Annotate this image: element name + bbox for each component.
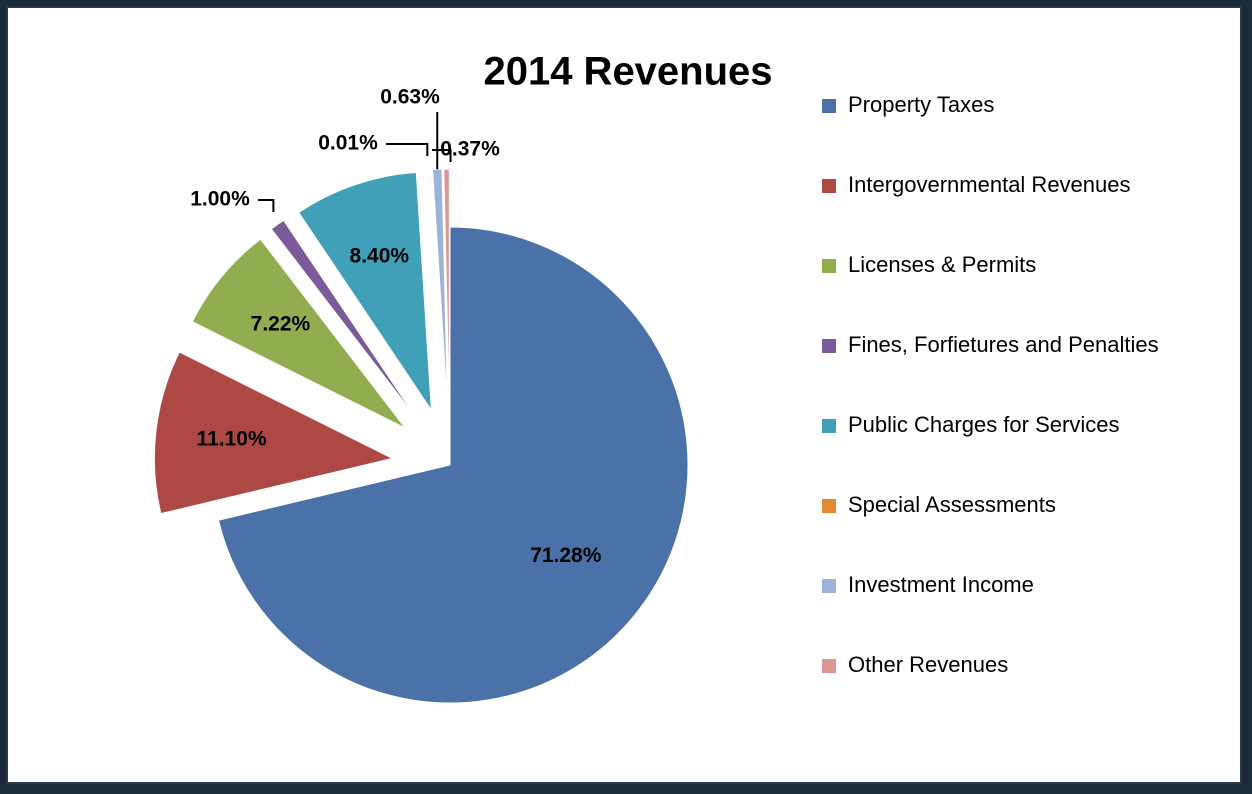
pie-slice bbox=[270, 219, 417, 419]
data-label: 0.63% bbox=[380, 86, 440, 109]
legend-item: Intergovernmental Revenues bbox=[822, 170, 1178, 200]
pie-slice bbox=[443, 168, 450, 408]
legend-label: Intergovernmental Revenues bbox=[848, 172, 1131, 197]
leader-line bbox=[386, 143, 429, 156]
data-label: 11.10% bbox=[197, 427, 267, 450]
legend-swatch bbox=[822, 99, 836, 113]
legend-item: Investment Income bbox=[822, 570, 1178, 600]
legend-swatch bbox=[822, 499, 836, 513]
pie-slice bbox=[153, 351, 394, 515]
chart-frame: 2014 Revenues 71.28% 11.10% 7.22% 1.00% 8.40… bbox=[6, 6, 1242, 784]
legend-label: Public Charges for Services bbox=[848, 412, 1120, 437]
data-label: 0.37% bbox=[440, 138, 500, 161]
leader-line bbox=[432, 149, 452, 162]
leader-line bbox=[258, 199, 275, 212]
legend-item: Special Assessments bbox=[822, 490, 1178, 520]
legend-swatch bbox=[822, 179, 836, 193]
chart: 2014 Revenues 71.28% 11.10% 7.22% 1.00% 8.40… bbox=[153, 50, 773, 704]
legend-swatch bbox=[822, 659, 836, 673]
legend-label: Fines, Forfietures and Penalties bbox=[848, 332, 1159, 357]
pie-slice bbox=[217, 226, 689, 704]
pie-slice bbox=[430, 169, 447, 408]
legend-label: Licenses & Permits bbox=[848, 252, 1037, 277]
legend-label: Other Revenues bbox=[848, 652, 1009, 677]
legend-item: Other Revenues bbox=[822, 650, 1178, 680]
legend-item: Property Taxes bbox=[822, 90, 1178, 120]
legend-label: Special Assessments bbox=[848, 492, 1056, 517]
legend-swatch bbox=[822, 259, 836, 273]
data-label: 1.00% bbox=[190, 188, 250, 211]
legend-item: Licenses & Permits bbox=[822, 250, 1178, 280]
data-label: 71.28% bbox=[530, 544, 602, 567]
data-label: 7.22% bbox=[251, 313, 311, 336]
legend-swatch bbox=[822, 419, 836, 433]
legend-item: Fines, Forfietures and Penalties bbox=[822, 330, 1178, 360]
legend-swatch bbox=[822, 339, 836, 353]
pie-slice bbox=[191, 238, 406, 429]
chart-title: 2014 Revenues bbox=[483, 50, 772, 94]
legend-label: Property Taxes bbox=[848, 92, 995, 117]
legend-item: Public Charges for Services bbox=[822, 410, 1178, 440]
legend-swatch bbox=[822, 579, 836, 593]
legend-label: Investment Income bbox=[848, 572, 1034, 597]
data-label: 0.01% bbox=[318, 132, 378, 155]
pie-slice bbox=[298, 172, 432, 412]
data-label: 8.40% bbox=[350, 244, 410, 267]
